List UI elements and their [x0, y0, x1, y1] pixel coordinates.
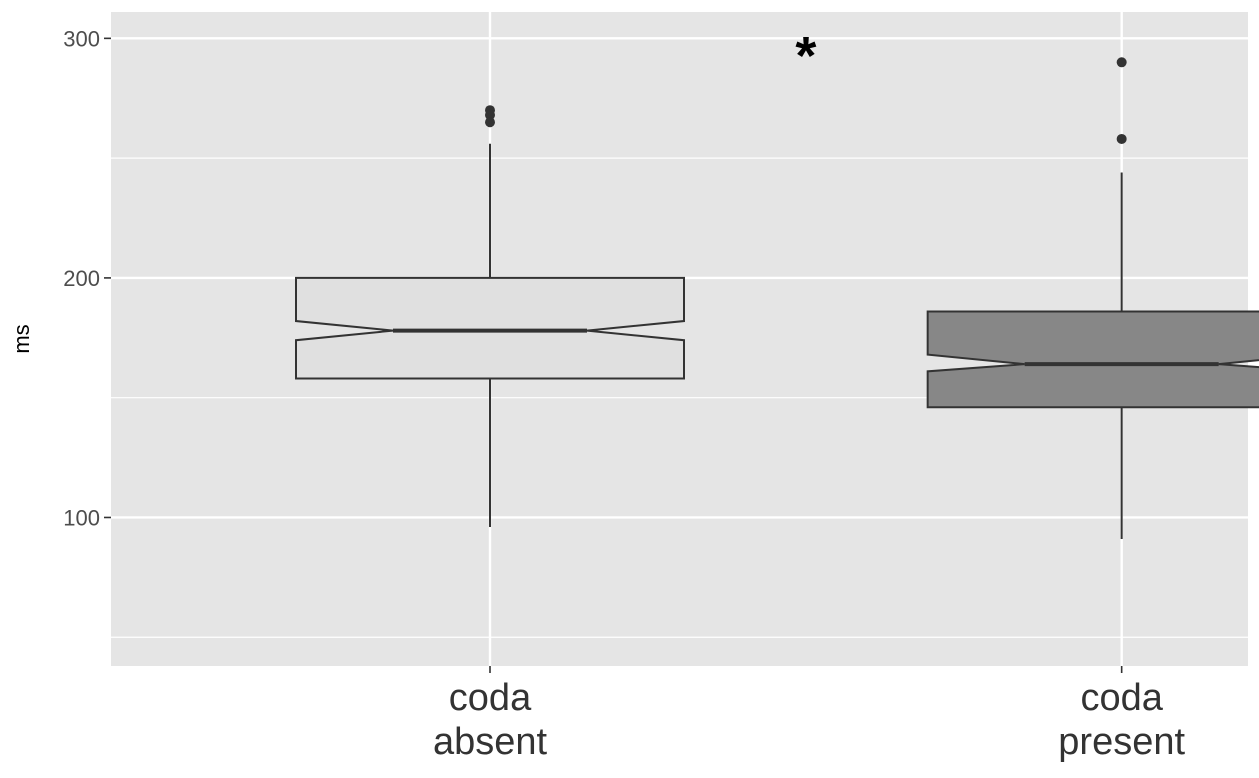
outlier-point	[485, 110, 495, 121]
annotations: *	[795, 26, 816, 86]
box-body	[926, 310, 1259, 409]
significance-marker: *	[795, 26, 816, 86]
y-tick-label: 200	[63, 266, 100, 291]
box-2	[926, 57, 1259, 540]
y-tick-label: 100	[63, 505, 100, 530]
x-tick-label-line: present	[1058, 721, 1185, 763]
x-tick-label: coda absent	[433, 677, 548, 763]
y-tick-label: 300	[63, 26, 100, 51]
box-1	[295, 105, 685, 528]
x-tick-label-line: coda	[1080, 677, 1163, 719]
x-tick-label-line: absent	[433, 721, 548, 763]
y-axis-title: ms	[9, 324, 34, 353]
box-body	[295, 276, 685, 380]
x-tick-label: coda present	[1058, 677, 1185, 763]
outlier-point	[1116, 57, 1127, 68]
y-axis: 100 200 300	[63, 26, 111, 530]
outlier-point	[485, 117, 495, 128]
x-tick-label-line: coda	[449, 677, 532, 719]
box-series	[295, 57, 1259, 540]
outlier-point	[1116, 133, 1127, 144]
